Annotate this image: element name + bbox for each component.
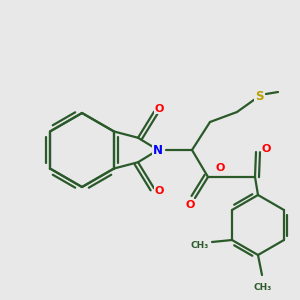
Text: N: N	[153, 143, 163, 157]
Text: O: O	[154, 104, 164, 114]
Text: O: O	[154, 186, 164, 196]
Text: O: O	[261, 144, 271, 154]
Text: CH₃: CH₃	[254, 283, 272, 292]
Text: CH₃: CH₃	[191, 242, 209, 250]
Text: S: S	[255, 89, 263, 103]
Text: O: O	[185, 200, 195, 210]
Text: O: O	[215, 163, 225, 173]
